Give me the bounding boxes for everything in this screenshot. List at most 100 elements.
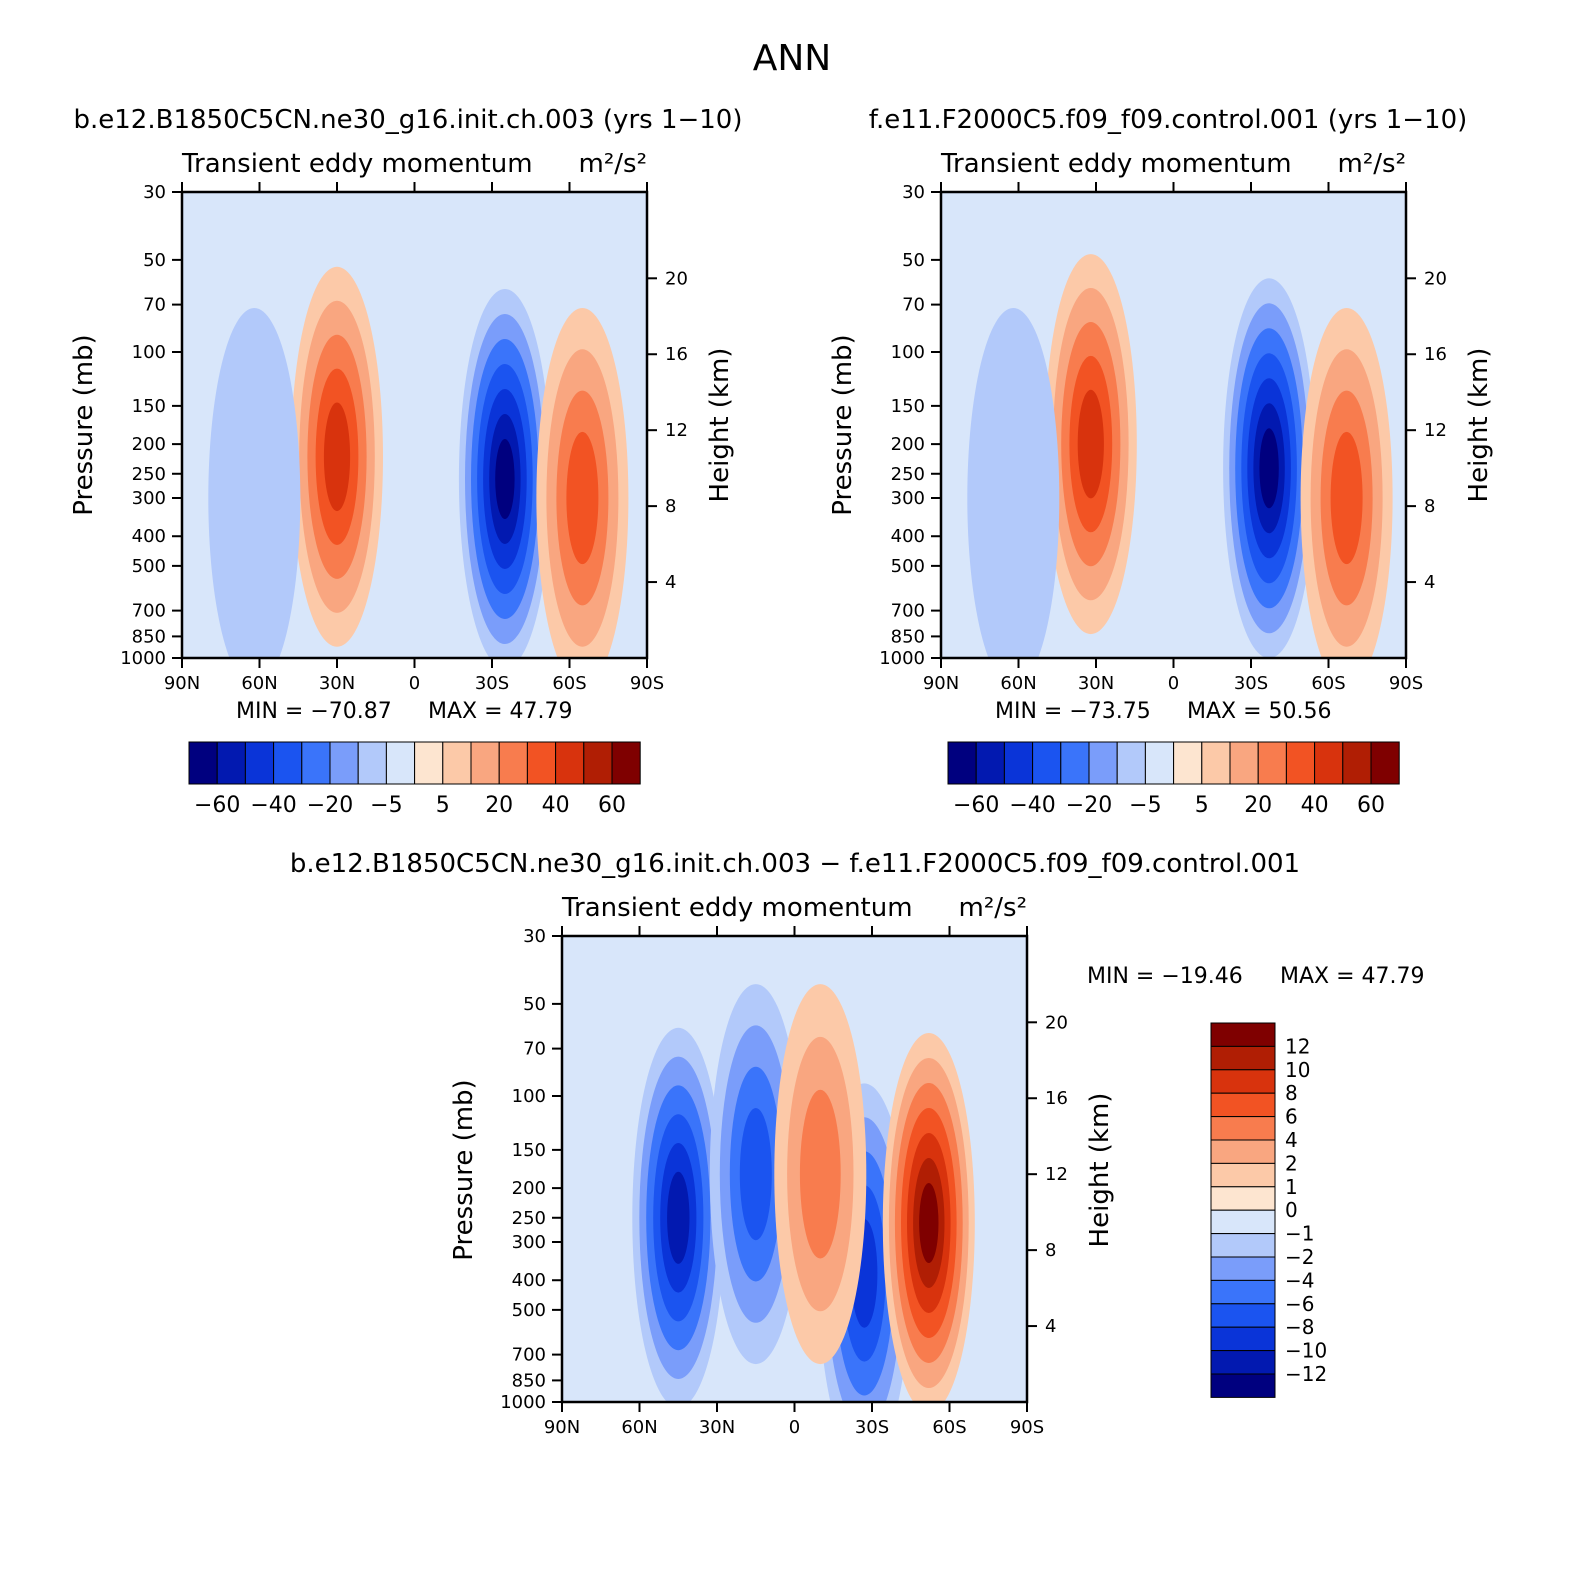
contour-p3-f4-level-6 bbox=[919, 1183, 939, 1263]
panel-3-lat-ticks: 90N 60N 30N 0 30S 60S 90S bbox=[544, 926, 1044, 1438]
colorbar-3-box-10 bbox=[1210, 1256, 1276, 1281]
panel-1-units: m²/s² bbox=[579, 149, 647, 179]
colorbar-1-box-10 bbox=[470, 741, 500, 785]
colorbar-1-box-3 bbox=[273, 741, 303, 785]
main-title: ANN bbox=[753, 38, 832, 79]
colorbar-3-box-11 bbox=[1210, 1279, 1276, 1305]
panel-1-height-ticks: 20 16 12 8 4 bbox=[647, 268, 688, 593]
pressure-tick-label-4: 150 bbox=[132, 396, 166, 417]
colorbar-3-label-5: 2 bbox=[1285, 1151, 1298, 1175]
pressure-tick-label-12: 1000 bbox=[120, 648, 166, 669]
lat-tick-label-4: 30S bbox=[1234, 673, 1268, 694]
colorbar-3-label-4: 4 bbox=[1285, 1128, 1298, 1152]
colorbar-3-box-14 bbox=[1210, 1350, 1276, 1375]
lat-tick-label-5: 60S bbox=[932, 1417, 966, 1438]
colorbar-2-label-7: 60 bbox=[1357, 793, 1385, 818]
pressure-tick-label-11: 850 bbox=[891, 626, 925, 647]
pressure-tick-label-10: 700 bbox=[891, 601, 925, 622]
colorbar-3-box-3 bbox=[1210, 1092, 1276, 1118]
colorbar-3-label-3: 6 bbox=[1285, 1105, 1298, 1129]
colorbar-2-label-1: −40 bbox=[1009, 793, 1055, 818]
lat-tick-label-4: 30S bbox=[855, 1417, 889, 1438]
colorbar-1-box-2 bbox=[244, 741, 275, 785]
colorbar-3-label-1: 10 bbox=[1285, 1058, 1310, 1082]
lat-tick-label-6: 90S bbox=[1010, 1417, 1044, 1438]
colorbar-1-box-5 bbox=[329, 741, 359, 785]
lat-tick-label-1: 60N bbox=[621, 1417, 657, 1438]
pressure-tick-label-2: 70 bbox=[523, 1039, 546, 1060]
panel-3: b.e12.B1850C5CN.ne30_g16.init.ch.003 − f… bbox=[290, 849, 1425, 1438]
pressure-tick-label-6: 250 bbox=[891, 464, 925, 485]
lat-tick-label-6: 90S bbox=[630, 673, 664, 694]
colorbar-2-label-3: −5 bbox=[1129, 793, 1161, 818]
panel-3-case-title: b.e12.B1850C5CN.ne30_g16.init.ch.003 − f… bbox=[290, 849, 1300, 879]
height-tick-label-1: 16 bbox=[1424, 344, 1447, 365]
colorbar-2-box-2 bbox=[1003, 741, 1034, 785]
colorbar-3-label-11: −6 bbox=[1285, 1292, 1314, 1316]
pressure-tick-label-11: 850 bbox=[512, 1370, 546, 1391]
colorbar-3-box-2 bbox=[1210, 1069, 1276, 1094]
colorbar-1-box-0 bbox=[188, 741, 218, 785]
panel-2-ylabel: Pressure (mb) bbox=[828, 334, 858, 515]
colorbar-1-label-7: 60 bbox=[598, 793, 626, 818]
colorbar-3-label-8: −1 bbox=[1285, 1222, 1314, 1246]
panel-1-min: MIN = −70.87 bbox=[236, 699, 392, 724]
lat-tick-label-2: 30N bbox=[1078, 673, 1114, 694]
colorbar-3-box-7 bbox=[1210, 1186, 1276, 1211]
colorbar-2-label-2: −20 bbox=[1066, 793, 1112, 818]
lat-tick-label-0: 90N bbox=[544, 1417, 580, 1438]
colorbar-2-box-6 bbox=[1116, 741, 1146, 785]
pressure-tick-label-9: 500 bbox=[891, 556, 925, 577]
colorbar-2-box-12 bbox=[1285, 741, 1316, 785]
pressure-tick-label-6: 250 bbox=[512, 1208, 546, 1229]
lat-tick-label-3: 0 bbox=[789, 1417, 800, 1438]
colorbar-3-label-9: −2 bbox=[1285, 1245, 1314, 1269]
colorbar-1-box-8 bbox=[414, 741, 444, 785]
colorbar-3-label-2: 8 bbox=[1285, 1081, 1298, 1105]
pressure-tick-label-9: 500 bbox=[132, 556, 166, 577]
contour-p1-f1-level-4 bbox=[323, 402, 351, 512]
panel-1-case-title: b.e12.B1850C5CN.ne30_g16.init.ch.003 (yr… bbox=[74, 105, 743, 135]
panel-2-min: MIN = −73.75 bbox=[995, 699, 1151, 724]
pressure-tick-label-8: 400 bbox=[132, 526, 166, 547]
pressure-tick-label-3: 100 bbox=[512, 1086, 546, 1107]
colorbar-2-box-1 bbox=[975, 741, 1005, 785]
panel-1-max: MAX = 47.79 bbox=[428, 699, 573, 724]
panel-3-min: MIN = −19.46 bbox=[1087, 964, 1243, 989]
pressure-tick-label-11: 850 bbox=[132, 626, 166, 647]
pressure-tick-label-6: 250 bbox=[132, 464, 166, 485]
colorbar-3-box-5 bbox=[1210, 1139, 1276, 1164]
colorbar-1-label-2: −20 bbox=[307, 793, 353, 818]
contour-p2-f3-level-3 bbox=[1330, 431, 1363, 565]
colorbar-2-box-11 bbox=[1257, 741, 1287, 785]
colorbar-1-box-6 bbox=[357, 741, 387, 785]
panel-3-units: m²/s² bbox=[959, 893, 1027, 923]
height-tick-label-2: 12 bbox=[1424, 420, 1447, 441]
colorbar-3-label-6: 1 bbox=[1285, 1175, 1298, 1199]
colorbar-3-label-14: −12 bbox=[1285, 1362, 1327, 1386]
pressure-tick-label-7: 300 bbox=[132, 488, 166, 509]
pressure-tick-label-2: 70 bbox=[143, 295, 166, 316]
pressure-tick-label-1: 50 bbox=[523, 994, 546, 1015]
lat-tick-label-1: 60N bbox=[1000, 673, 1036, 694]
colorbar-1-box-12 bbox=[526, 741, 557, 785]
panel-2-contours bbox=[967, 254, 1393, 658]
pressure-tick-label-12: 1000 bbox=[879, 648, 925, 669]
lat-tick-label-3: 0 bbox=[1168, 673, 1179, 694]
colorbar-1-label-1: −40 bbox=[250, 793, 296, 818]
contour-p2-f1-level-4 bbox=[1077, 389, 1104, 499]
panel-1: b.e12.B1850C5CN.ne30_g16.init.ch.003 (yr… bbox=[69, 105, 743, 818]
pressure-tick-label-5: 200 bbox=[132, 434, 166, 455]
lat-tick-label-1: 60N bbox=[241, 673, 277, 694]
panel-2-height-ticks: 20 16 12 8 4 bbox=[1406, 268, 1447, 593]
pressure-tick-label-5: 200 bbox=[891, 434, 925, 455]
lat-tick-label-0: 90N bbox=[164, 673, 200, 694]
colorbar-3-box-6 bbox=[1210, 1162, 1276, 1188]
colorbar-3-box-4 bbox=[1210, 1116, 1276, 1141]
panel-1-ylabel-right: Height (km) bbox=[705, 348, 735, 503]
pressure-tick-label-3: 100 bbox=[132, 342, 166, 363]
